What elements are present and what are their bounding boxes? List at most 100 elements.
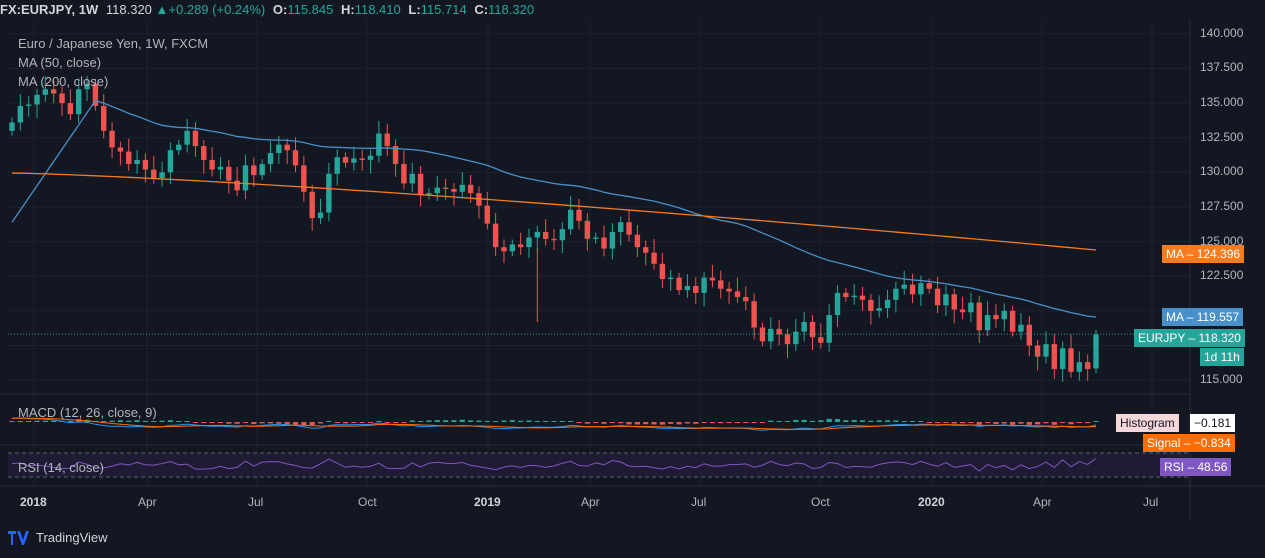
candle bbox=[784, 328, 791, 358]
macd-bar bbox=[51, 420, 57, 422]
macd-bar bbox=[9, 421, 15, 422]
candle bbox=[342, 152, 349, 168]
ma200-legend[interactable]: MA (200, close) bbox=[18, 74, 109, 89]
macd-bar bbox=[217, 422, 224, 423]
ma200-tag: MA – 124.396 bbox=[1162, 245, 1245, 263]
macd-bar bbox=[1068, 422, 1074, 425]
symbol-name[interactable]: FX:EURJPY, 1W bbox=[0, 2, 99, 17]
candle bbox=[1084, 354, 1091, 381]
macd-pane bbox=[0, 393, 1190, 431]
high-label: H: bbox=[341, 2, 355, 17]
candle bbox=[943, 285, 949, 317]
candle bbox=[67, 89, 74, 121]
macd-bar bbox=[959, 422, 966, 424]
candle bbox=[1001, 303, 1007, 331]
histogram-value-tag: −0.181 bbox=[1190, 414, 1236, 432]
candle bbox=[909, 273, 916, 304]
macd-bar bbox=[276, 422, 282, 424]
open-value: 115.845 bbox=[287, 2, 334, 17]
macd-bar bbox=[801, 419, 807, 422]
macd-bar bbox=[868, 420, 874, 422]
chart-canvas[interactable] bbox=[0, 20, 1265, 520]
candle bbox=[951, 288, 957, 324]
macd-bar bbox=[42, 420, 48, 422]
candle bbox=[517, 232, 524, 255]
macd-bar bbox=[334, 422, 340, 423]
macd-title[interactable]: MACD (12, 26, close, 9) bbox=[18, 405, 157, 420]
candle bbox=[459, 172, 465, 199]
candle bbox=[259, 159, 265, 180]
macd-bar bbox=[443, 420, 449, 422]
time-tick-label: 2018 bbox=[20, 495, 47, 509]
candle bbox=[551, 229, 557, 251]
macd-bar bbox=[968, 422, 974, 423]
time-tick-label: Apr bbox=[581, 495, 600, 509]
macd-bar bbox=[976, 422, 982, 425]
candle bbox=[151, 155, 157, 184]
candle bbox=[50, 79, 57, 104]
macd-bar bbox=[493, 421, 499, 422]
candle bbox=[984, 301, 991, 337]
candle bbox=[701, 271, 707, 307]
macd-bar bbox=[234, 422, 240, 424]
price-tick-label: 130.000 bbox=[1200, 164, 1244, 179]
time-tick-label: Oct bbox=[811, 495, 830, 509]
candle bbox=[576, 198, 582, 230]
candle bbox=[567, 196, 574, 236]
macd-bar bbox=[993, 422, 999, 425]
candle bbox=[693, 277, 699, 304]
macd-bar bbox=[693, 422, 699, 424]
macd-bar bbox=[518, 420, 524, 422]
price-tick-label: 132.500 bbox=[1200, 129, 1244, 144]
macd-bar bbox=[985, 422, 991, 424]
tradingview-logo[interactable]: TradingView bbox=[8, 530, 108, 545]
chart-title[interactable]: Euro / Japanese Yen, 1W, FXCM bbox=[18, 36, 209, 51]
candle bbox=[1018, 312, 1024, 340]
ma50-line bbox=[11, 99, 1097, 318]
candlestick-series bbox=[9, 75, 1099, 382]
symbol-header: FX:EURJPY, 1W 118.320 ▲+0.289 (+0.24%) O… bbox=[0, 0, 1265, 20]
macd-bar bbox=[784, 421, 791, 422]
candle bbox=[818, 323, 824, 349]
macd-bar bbox=[634, 422, 640, 425]
candle bbox=[534, 226, 541, 252]
candle bbox=[209, 147, 215, 177]
candle bbox=[659, 253, 666, 288]
ma50-legend[interactable]: MA (50, close) bbox=[18, 55, 102, 70]
candle bbox=[476, 186, 482, 219]
candle bbox=[509, 239, 516, 257]
last-price: 118.320 bbox=[105, 2, 152, 17]
macd-bar bbox=[167, 420, 174, 422]
macd-bar bbox=[534, 420, 540, 422]
candle bbox=[1051, 334, 1058, 379]
price-tick-label: 137.500 bbox=[1200, 60, 1244, 75]
macd-bar bbox=[626, 422, 632, 425]
candle bbox=[192, 122, 199, 157]
rsi-title[interactable]: RSI (14, close) bbox=[18, 460, 104, 475]
macd-bar bbox=[401, 422, 407, 423]
macd-bar bbox=[676, 422, 682, 425]
candle bbox=[959, 296, 966, 320]
candle bbox=[101, 94, 107, 139]
candle bbox=[968, 292, 974, 323]
candle bbox=[876, 295, 882, 318]
candle bbox=[559, 222, 566, 254]
macd-bar bbox=[251, 422, 257, 425]
up-arrow-icon: ▲ bbox=[155, 2, 169, 17]
price-tick-label: 140.000 bbox=[1200, 25, 1244, 40]
time-tick-label: Jul bbox=[691, 495, 707, 509]
macd-bar bbox=[1085, 422, 1091, 424]
candle bbox=[484, 191, 490, 230]
histogram-tag-value: −0.181 bbox=[1194, 416, 1232, 430]
candle bbox=[542, 219, 549, 246]
price-tick-label: 127.500 bbox=[1200, 199, 1244, 213]
macd-bar bbox=[859, 420, 866, 422]
time-tick-label: Apr bbox=[138, 495, 157, 509]
macd-bar bbox=[176, 421, 182, 422]
price-tag: EURJPY – 118.320 bbox=[1134, 329, 1245, 347]
macd-bar bbox=[659, 422, 665, 425]
candle bbox=[317, 198, 324, 224]
macd-bar bbox=[126, 420, 132, 422]
candle bbox=[993, 304, 999, 329]
candle bbox=[84, 75, 90, 102]
